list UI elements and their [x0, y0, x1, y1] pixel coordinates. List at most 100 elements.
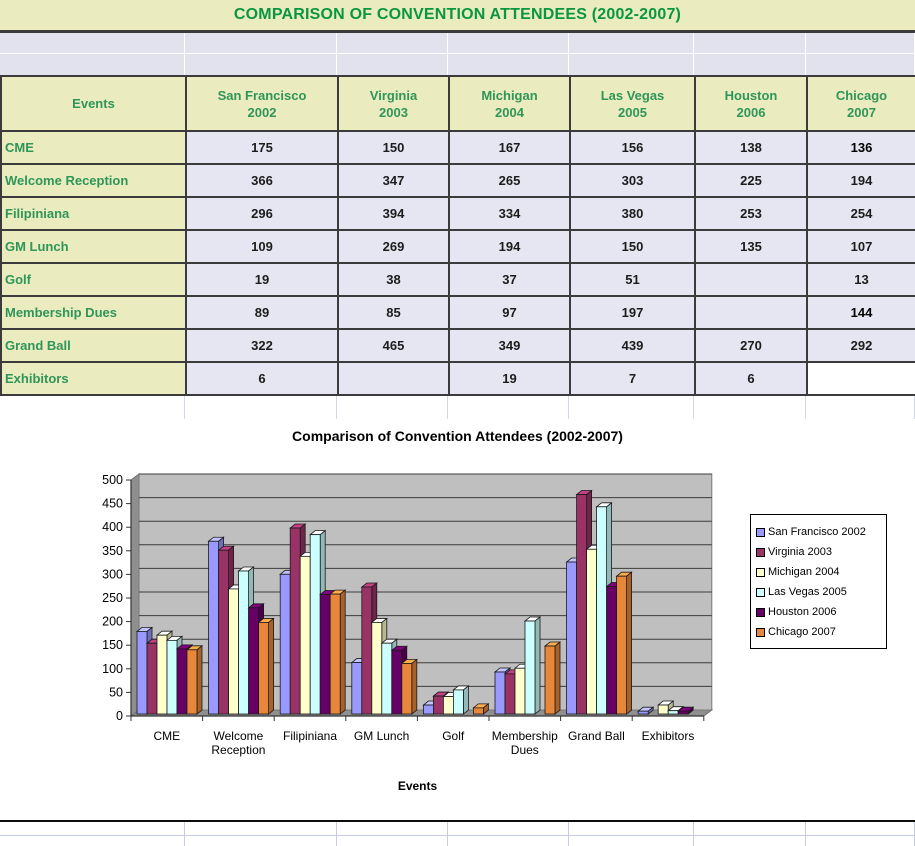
header-cell[interactable]: Las Vegas 2005 [571, 77, 696, 132]
value-cell[interactable] [696, 264, 808, 297]
value-cell[interactable]: 7 [571, 363, 696, 396]
value-cell[interactable]: 6 [187, 363, 339, 396]
cell-value: 225 [740, 173, 762, 188]
value-cell[interactable]: 19 [450, 363, 571, 396]
value-cell[interactable]: 175 [187, 132, 339, 165]
value-cell[interactable]: 269 [339, 231, 450, 264]
empty-cell [806, 33, 915, 53]
chart-title[interactable]: Comparison of Convention Attendees (2002… [292, 428, 623, 444]
value-cell[interactable]: 37 [450, 264, 571, 297]
value-cell[interactable]: 97 [450, 297, 571, 330]
value-cell[interactable]: 296 [187, 198, 339, 231]
row-label-cell[interactable]: CME [2, 132, 187, 165]
bar [319, 594, 331, 715]
value-cell[interactable]: 109 [187, 231, 339, 264]
header-cell[interactable]: Houston 2006 [696, 77, 808, 132]
y-axis-label: 100 [102, 662, 123, 676]
header-city: Virginia [369, 87, 418, 103]
value-cell[interactable]: 136 [808, 132, 915, 165]
x-axis-label: Filipiniana [283, 729, 337, 743]
cell-value: 138 [740, 140, 762, 155]
legend-item[interactable]: Las Vegas 2005 [756, 582, 882, 602]
value-cell[interactable]: 254 [808, 198, 915, 231]
row-label-cell[interactable]: Welcome Reception [2, 165, 187, 198]
chart-legend[interactable]: San Francisco 2002 Virginia 2003 Michigan … [750, 514, 887, 649]
legend-item[interactable]: Houston 2006 [756, 602, 882, 622]
value-cell[interactable]: 270 [696, 330, 808, 363]
header-cell[interactable]: Chicago 2007 [808, 77, 915, 132]
value-cell[interactable]: 135 [696, 231, 808, 264]
header-city: Las Vegas [600, 87, 665, 103]
chart-area[interactable]: Comparison of Convention Attendees (2002… [0, 419, 915, 820]
empty-cell [569, 836, 694, 846]
value-cell[interactable]: 138 [696, 132, 808, 165]
header-city: San Francisco [217, 87, 307, 103]
value-cell[interactable]: 334 [450, 198, 571, 231]
cell-value: 51 [625, 272, 640, 287]
value-cell[interactable]: 150 [339, 132, 450, 165]
legend-item[interactable]: San Francisco 2002 [756, 522, 882, 542]
row-label-cell[interactable]: Exhibitors [2, 363, 187, 396]
value-cell[interactable]: 156 [571, 132, 696, 165]
value-cell[interactable]: 194 [808, 165, 915, 198]
bar-side [534, 616, 541, 715]
value-cell[interactable]: 322 [187, 330, 339, 363]
value-cell[interactable]: 38 [339, 264, 450, 297]
value-cell[interactable]: 303 [571, 165, 696, 198]
value-cell[interactable]: 13 [808, 264, 915, 297]
row-label-cell[interactable]: Grand Ball [2, 330, 187, 363]
y-axis-label: 150 [102, 638, 123, 652]
row-label-cell[interactable]: Golf [2, 264, 187, 297]
value-cell[interactable]: 194 [450, 231, 571, 264]
value-cell[interactable]: 366 [187, 165, 339, 198]
value-cell[interactable]: 465 [339, 330, 450, 363]
header-cell[interactable]: Virginia 2003 [339, 77, 450, 132]
empty-cell [694, 836, 806, 846]
bar [329, 593, 341, 715]
empty-cell [448, 396, 569, 419]
header-cell[interactable]: Michigan 2004 [450, 77, 571, 132]
value-cell[interactable]: 167 [450, 132, 571, 165]
cell-value: 366 [251, 173, 273, 188]
value-cell[interactable]: 292 [808, 330, 915, 363]
cell-value: 144 [850, 305, 873, 320]
legend-label: San Francisco 2002 [768, 526, 866, 538]
value-cell[interactable] [696, 297, 808, 330]
value-cell[interactable]: 439 [571, 330, 696, 363]
value-cell[interactable]: 253 [696, 198, 808, 231]
row-label-cell[interactable]: Membership Dues [2, 297, 187, 330]
value-cell[interactable]: 19 [187, 264, 339, 297]
value-cell[interactable]: 349 [450, 330, 571, 363]
cell-value: 347 [382, 173, 405, 188]
value-cell[interactable]: 51 [571, 264, 696, 297]
legend-item[interactable]: Michigan 2004 [756, 562, 882, 582]
legend-item[interactable]: Chicago 2007 [756, 622, 882, 642]
bar [258, 622, 270, 715]
value-cell[interactable]: 347 [339, 165, 450, 198]
value-cell[interactable]: 89 [187, 297, 339, 330]
value-cell[interactable]: 225 [696, 165, 808, 198]
value-cell[interactable] [339, 363, 450, 396]
bar [677, 710, 689, 715]
value-cell[interactable]: 6 [696, 363, 808, 396]
value-cell[interactable]: 394 [339, 198, 450, 231]
y-axis-label: 450 [102, 497, 123, 511]
value-cell[interactable]: 144 [808, 297, 915, 330]
header-cell-events[interactable]: Events [2, 77, 187, 132]
legend-item[interactable]: Virginia 2003 [756, 542, 882, 562]
header-cell[interactable]: San Francisco 2002 [187, 77, 339, 132]
value-cell[interactable]: 380 [571, 198, 696, 231]
value-cell[interactable]: 197 [571, 297, 696, 330]
cell-value: 136 [850, 140, 873, 155]
x-axis-label: Golf [442, 729, 465, 743]
row-label-cell[interactable]: GM Lunch [2, 231, 187, 264]
value-cell[interactable]: 150 [571, 231, 696, 264]
value-cell[interactable] [808, 363, 915, 396]
value-cell[interactable]: 85 [339, 297, 450, 330]
cell-value: 194 [498, 239, 521, 254]
legend-label: Chicago 2007 [768, 626, 836, 638]
value-cell[interactable]: 107 [808, 231, 915, 264]
cell-value: 380 [621, 206, 644, 221]
row-label-cell[interactable]: Filipiniana [2, 198, 187, 231]
value-cell[interactable]: 265 [450, 165, 571, 198]
